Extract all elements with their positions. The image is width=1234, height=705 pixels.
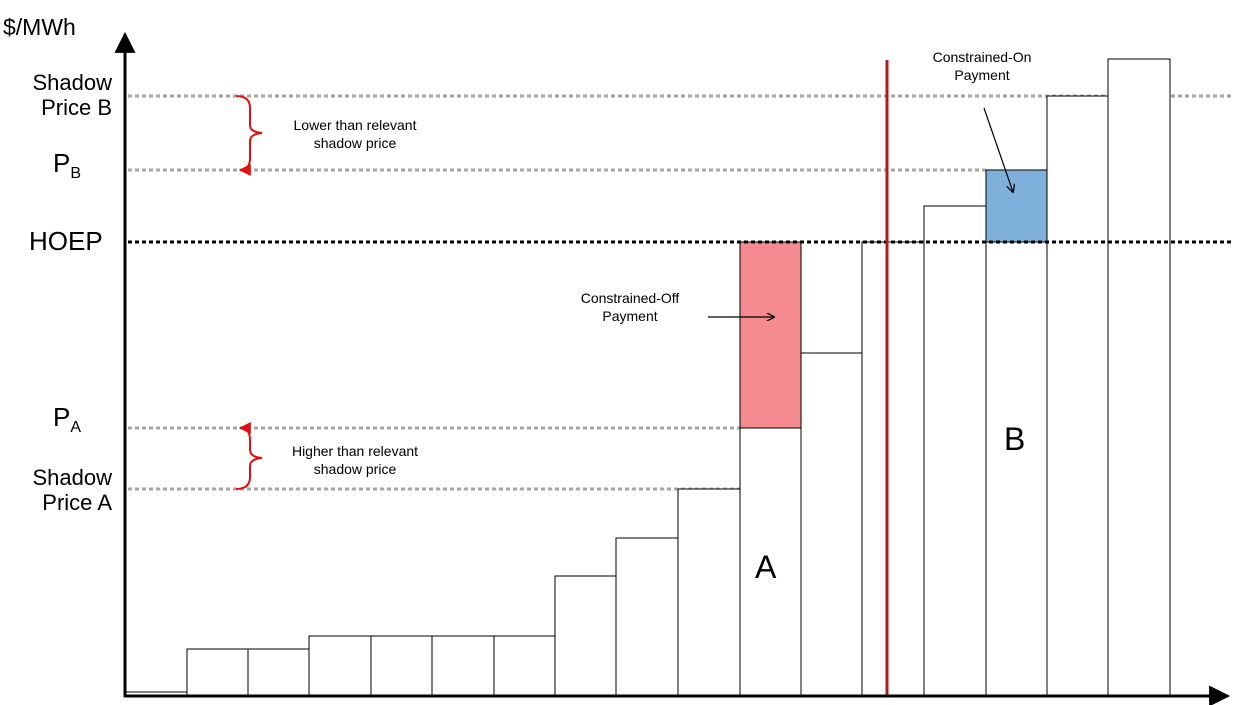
shadow-price-a-line2: Price A	[42, 490, 112, 516]
supply-bar	[861, 241, 925, 697]
supply-bars	[124, 58, 1171, 697]
pa-main: P	[53, 402, 71, 432]
shadow-price-b-label: Shadow Price B	[28, 70, 112, 121]
constrained-on-arrow	[983, 107, 1013, 192]
constrained-off-annotation: Constrained-Off Payment	[565, 290, 695, 325]
pa-subscript: A	[70, 419, 82, 436]
constrained-off-area	[739, 241, 802, 429]
pb-main: P	[53, 148, 71, 178]
lower-line2: shadow price	[313, 134, 397, 151]
supply-bar	[554, 575, 617, 697]
supply-bar-b	[985, 241, 1048, 697]
lower-bracket	[235, 422, 263, 490]
supply-bar	[923, 205, 987, 697]
pb-label: PB	[53, 148, 81, 182]
higher-line1: Higher than relevant	[291, 443, 419, 459]
higher-than-annotation: Higher than relevant shadow price	[280, 443, 430, 478]
supply-bar	[615, 537, 679, 697]
pa-label: PA	[53, 402, 81, 436]
constrained-on-line2: Payment	[954, 66, 1010, 83]
supply-bar	[677, 488, 741, 697]
supply-bar	[431, 635, 495, 697]
lower-than-annotation: Lower than relevant shadow price	[280, 117, 430, 152]
supply-bar	[370, 635, 433, 697]
constrained-off-line1: Constrained-Off	[580, 290, 680, 306]
upper-bracket	[235, 95, 263, 176]
shadow-price-a-line1: Shadow	[32, 465, 112, 490]
supply-bar	[308, 635, 372, 697]
constrained-off-line2: Payment	[602, 307, 658, 324]
supply-bar-a	[739, 427, 802, 697]
shadow-price-b-line1: Shadow	[32, 70, 112, 95]
lower-line1: Lower than relevant	[293, 117, 417, 133]
supply-bar	[1107, 58, 1171, 697]
shadow-price-a-label: Shadow Price A	[28, 465, 112, 516]
shadow-price-b-line2: Price B	[41, 95, 112, 121]
constrained-on-area	[985, 169, 1048, 243]
supply-bar	[493, 635, 556, 697]
supply-bar	[1046, 95, 1109, 697]
y-axis-label: $/MWh	[3, 14, 76, 40]
supply-bar	[247, 648, 310, 697]
hoep-label: HOEP	[29, 226, 103, 256]
higher-line2: shadow price	[313, 460, 397, 477]
supply-bar	[186, 648, 249, 697]
constrained-on-line1: Constrained-On	[932, 49, 1032, 65]
constrained-on-annotation: Constrained-On Payment	[912, 49, 1052, 84]
pb-subscript: B	[70, 165, 82, 182]
supply-bar	[800, 352, 863, 697]
bar-label-a: A	[755, 549, 777, 585]
bar-label-b: B	[1004, 421, 1026, 457]
